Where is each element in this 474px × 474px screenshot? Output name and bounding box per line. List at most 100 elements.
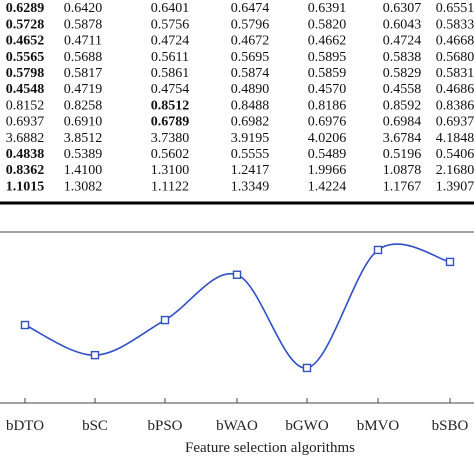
table-cell: 0.5680 bbox=[436, 50, 474, 65]
table-cell: 0.8258 bbox=[64, 98, 103, 113]
table-cell: 3.8512 bbox=[64, 131, 103, 146]
table-cell: 0.5798 bbox=[6, 66, 45, 81]
point-marker bbox=[90, 350, 100, 360]
table-cell: 0.4686 bbox=[436, 82, 474, 97]
table-cell: 0.6307 bbox=[383, 1, 422, 16]
table-cell: 0.4672 bbox=[231, 34, 270, 49]
table-cell: 1.9966 bbox=[308, 163, 347, 178]
table-cell: 0.4838 bbox=[6, 147, 45, 162]
table-cell: 0.6420 bbox=[64, 1, 103, 16]
table-cell: 1.4100 bbox=[64, 163, 103, 178]
x-tick-label: bPSO bbox=[147, 418, 182, 434]
table-cell: 0.6976 bbox=[308, 115, 347, 130]
x-axis-title: Feature selection algorithms bbox=[185, 440, 355, 456]
table-cell: 0.5895 bbox=[308, 50, 347, 65]
table-cell: 0.8592 bbox=[383, 98, 422, 113]
table-cell: 0.5756 bbox=[151, 17, 190, 32]
table-cell: 1.4224 bbox=[308, 179, 347, 194]
table-cell: 0.6551 bbox=[436, 1, 474, 16]
table-cell: 0.6474 bbox=[231, 1, 270, 16]
table-cell: 1.3349 bbox=[231, 179, 270, 194]
table-cell: 3.6882 bbox=[6, 131, 45, 146]
table-cell: 0.6401 bbox=[151, 1, 190, 16]
table-cell: 0.8152 bbox=[6, 98, 45, 113]
table-cell: 0.5878 bbox=[64, 17, 103, 32]
table-cell: 2.1680 bbox=[436, 163, 474, 178]
table-cell: 0.6937 bbox=[436, 115, 474, 130]
table-cell: 0.4570 bbox=[308, 82, 347, 97]
table-cell: 0.5861 bbox=[151, 66, 190, 81]
point-marker bbox=[160, 315, 170, 325]
table-cell: 0.5859 bbox=[308, 66, 347, 81]
table-cell: 0.4548 bbox=[6, 82, 45, 97]
table-cell: 0.6043 bbox=[383, 17, 422, 32]
table-cell: 0.5820 bbox=[308, 17, 347, 32]
table-cell: 0.6910 bbox=[64, 115, 103, 130]
table-cell: 0.5728 bbox=[6, 17, 45, 32]
table-cell: 0.4754 bbox=[151, 82, 190, 97]
table-cell: 0.4662 bbox=[308, 34, 347, 49]
table-cell: 0.5406 bbox=[436, 147, 474, 162]
table-cell: 1.1122 bbox=[151, 179, 189, 194]
x-tick-label: bGWO bbox=[285, 418, 328, 434]
point-marker bbox=[445, 257, 455, 267]
x-tick-label: bSBO bbox=[432, 418, 469, 434]
x-tick-label: bDTO bbox=[6, 418, 44, 434]
table-cell: 0.5602 bbox=[151, 147, 190, 162]
point-marker bbox=[232, 270, 242, 279]
table-cell: 0.5874 bbox=[231, 66, 270, 81]
table-cell: 0.4711 bbox=[64, 34, 102, 49]
table-cell: 0.8362 bbox=[6, 163, 45, 178]
table-cell: 0.5817 bbox=[64, 66, 103, 81]
table-cell: 0.5688 bbox=[64, 50, 103, 65]
table-cell: 0.6982 bbox=[231, 115, 270, 130]
table-cell: 0.5555 bbox=[231, 147, 270, 162]
table-cell: 0.6984 bbox=[383, 115, 422, 130]
table-cell: 0.6937 bbox=[6, 115, 45, 130]
table-cell: 1.3907 bbox=[436, 179, 474, 194]
table-cell: 0.6289 bbox=[6, 1, 45, 16]
table-cell: 0.4719 bbox=[64, 82, 103, 97]
point-marker bbox=[373, 245, 383, 255]
table-cell: 0.8386 bbox=[436, 98, 474, 113]
table-cell: 0.6789 bbox=[151, 115, 190, 130]
table-cell: 1.1015 bbox=[6, 179, 45, 194]
table-cell: 1.0878 bbox=[383, 163, 422, 178]
table-cell: 0.5196 bbox=[383, 147, 422, 162]
table-cell: 0.4724 bbox=[383, 34, 422, 49]
table-cell: 1.3082 bbox=[64, 179, 103, 194]
table-cell: 0.6391 bbox=[308, 1, 347, 16]
table-cell: 0.5389 bbox=[64, 147, 103, 162]
table-cell: 3.7380 bbox=[151, 131, 190, 146]
table-cell: 1.1767 bbox=[383, 179, 422, 194]
table-cell: 0.4890 bbox=[231, 82, 270, 97]
x-tick-label: bWAO bbox=[216, 418, 258, 434]
table-cell: 3.6784 bbox=[383, 131, 422, 146]
table-cell: 0.8186 bbox=[308, 98, 347, 113]
table-cell: 0.5565 bbox=[6, 50, 45, 65]
table-cell: 0.5829 bbox=[383, 66, 422, 81]
table-cell: 4.0206 bbox=[308, 131, 347, 146]
table-cell: 1.3100 bbox=[151, 163, 190, 178]
table-cell: 0.5838 bbox=[383, 50, 422, 65]
table-cell: 0.5489 bbox=[308, 147, 347, 162]
point-marker bbox=[302, 363, 312, 373]
table-cell: 0.5796 bbox=[231, 17, 270, 32]
table-cell: 0.4652 bbox=[6, 34, 45, 49]
table-cell: 0.4558 bbox=[383, 82, 422, 97]
table-cell: 0.5695 bbox=[231, 50, 270, 65]
x-tick-label: bMVO bbox=[357, 418, 400, 434]
point-marker bbox=[20, 320, 30, 330]
table-cell: 3.9195 bbox=[231, 131, 270, 146]
table-cell: 0.4668 bbox=[436, 34, 474, 49]
table-cell: 0.8488 bbox=[231, 98, 270, 113]
table-cell: 0.5833 bbox=[436, 17, 474, 32]
table-cell: 0.8512 bbox=[151, 98, 190, 113]
table-cell: 1.2417 bbox=[231, 163, 270, 178]
series-line bbox=[24, 243, 451, 369]
table-cell: 0.4724 bbox=[151, 34, 190, 49]
table-cell: 0.5611 bbox=[151, 50, 189, 65]
table-cell: 4.1848 bbox=[436, 131, 474, 146]
